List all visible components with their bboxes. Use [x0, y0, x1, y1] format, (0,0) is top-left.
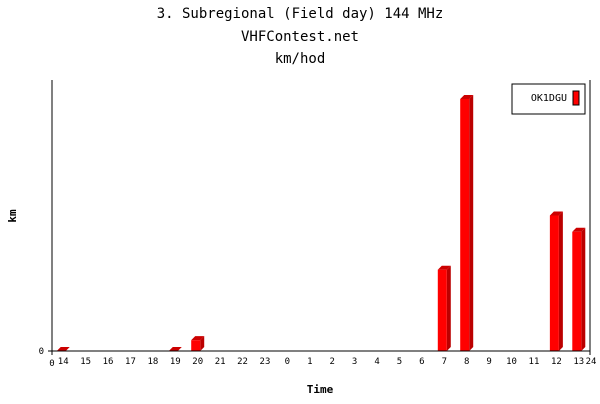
- x-tick-label: 0: [285, 357, 290, 367]
- x-tick-label: 18: [147, 357, 158, 367]
- legend-label: OK1DGU: [531, 93, 567, 104]
- bar: [549, 211, 563, 351]
- bar-front: [572, 231, 582, 351]
- bar-front: [549, 215, 559, 351]
- bar-top: [191, 336, 205, 341]
- legend: OK1DGU: [511, 83, 586, 115]
- x-tick-label: 21: [215, 357, 226, 367]
- bar: [572, 227, 586, 351]
- x-axis-end-label: 24: [586, 357, 597, 367]
- bar-side: [581, 227, 586, 351]
- bar-top: [168, 347, 182, 351]
- x-tick-label: 1: [307, 357, 312, 367]
- x-tick-label: 14: [58, 357, 69, 367]
- x-tick-label: 16: [103, 357, 114, 367]
- bar: [191, 336, 205, 351]
- bar-top: [460, 94, 474, 99]
- bar: [168, 347, 182, 351]
- bar-side: [558, 211, 563, 351]
- bar: [437, 265, 451, 351]
- x-tick-label: 8: [464, 357, 469, 367]
- x-tick-label: 23: [260, 357, 271, 367]
- chart-subtitle: VHFContest.net: [241, 29, 359, 45]
- bar-front: [437, 269, 447, 351]
- bar: [56, 347, 70, 351]
- x-tick-label: 9: [486, 357, 491, 367]
- x-tick-label: 7: [442, 357, 447, 367]
- x-tick-label: 2: [329, 357, 334, 367]
- x-tick-label: 20: [192, 357, 203, 367]
- y-axis-label: km: [6, 209, 19, 223]
- x-tick-label: 22: [237, 357, 248, 367]
- x-axis-label: Time: [307, 383, 334, 396]
- x-tick-label: 19: [170, 357, 181, 367]
- x-tick-label: 17: [125, 357, 136, 367]
- bar: [460, 94, 474, 351]
- bar-side: [469, 94, 474, 351]
- x-tick-label: 6: [419, 357, 424, 367]
- x-tick-label: 10: [506, 357, 517, 367]
- bar-top: [549, 211, 563, 216]
- x-tick-label: 4: [374, 357, 379, 367]
- x-axis-start-label: 0: [49, 359, 54, 369]
- chart-title: 3. Subregional (Field day) 144 MHz: [157, 6, 444, 22]
- chart-units: km/hod: [275, 51, 326, 67]
- bar-side: [200, 336, 205, 351]
- bar-top: [572, 227, 586, 232]
- bar-top: [56, 347, 70, 351]
- x-tick-label: 3: [352, 357, 357, 367]
- x-tick-label: 15: [80, 357, 91, 367]
- bar-front: [460, 98, 470, 351]
- legend-swatch: [572, 90, 580, 106]
- x-tick-label: 13: [573, 357, 584, 367]
- x-tick-label: 11: [529, 357, 540, 367]
- bar-side: [446, 265, 451, 351]
- x-tick-label: 12: [551, 357, 562, 367]
- bar-front: [191, 340, 201, 351]
- x-tick-label: 5: [397, 357, 402, 367]
- bar-top: [437, 265, 451, 270]
- y-tick-label: 0: [39, 347, 44, 357]
